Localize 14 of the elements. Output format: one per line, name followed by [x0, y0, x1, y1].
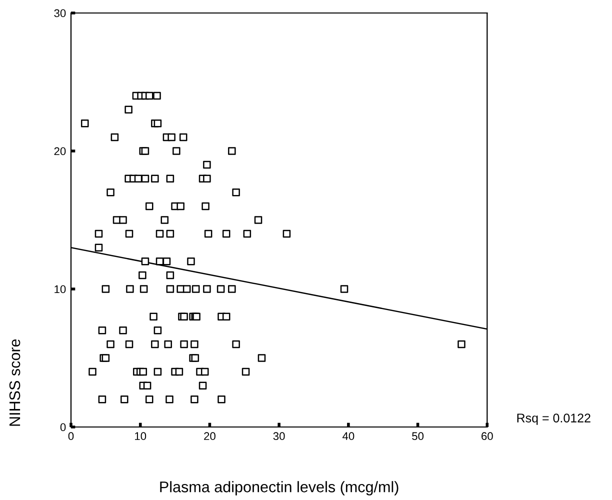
y-tick-label: 10 [54, 285, 66, 294]
x-tick-label: 10 [135, 432, 146, 440]
y-tick-label: 20 [54, 147, 66, 156]
x-tick-label: 0 [68, 432, 74, 440]
y-tick-label: 30 [54, 9, 66, 18]
x-tick-label: 60 [482, 432, 493, 440]
x-tick-label: 30 [273, 432, 285, 440]
x-axis-title: Plasma adiponectin levels (mcg/ml) [160, 481, 398, 496]
x-tick-label: 20 [204, 432, 216, 440]
x-tick-label: 40 [342, 432, 354, 440]
y-axis-title: NIHSS score [9, 339, 20, 426]
y-tick-label: 0 [60, 423, 66, 432]
text: Rsq = 0.0122 [517, 414, 590, 425]
x-tick-label: 50 [412, 432, 424, 440]
